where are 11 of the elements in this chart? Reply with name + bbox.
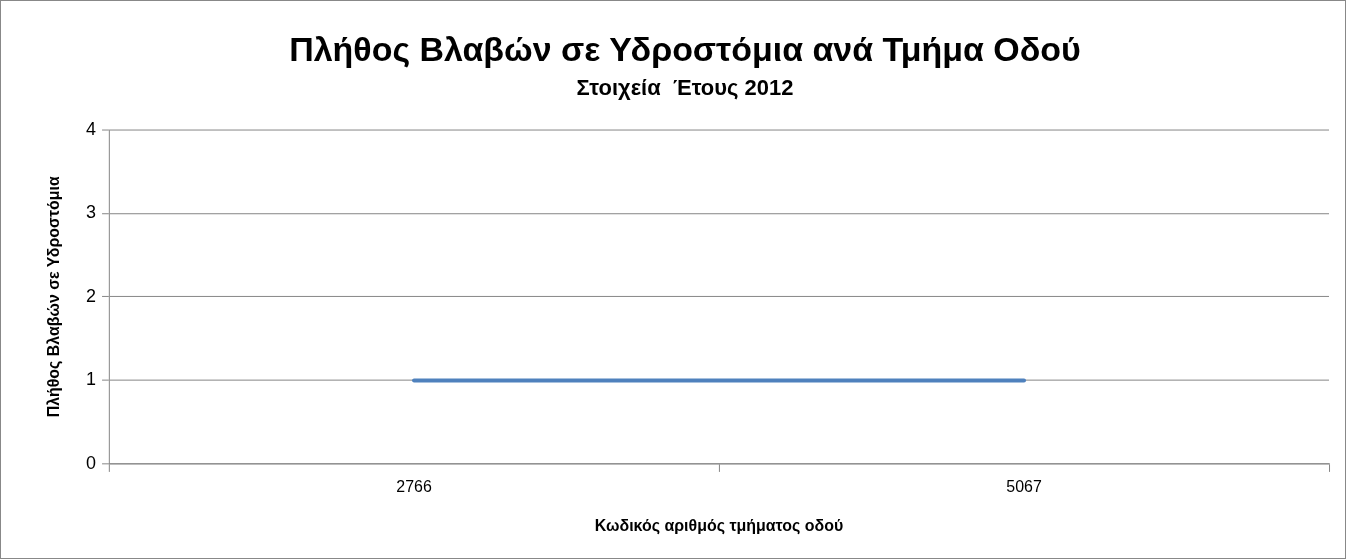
y-axis-title: Πλήθος Βλαβών σε Υδροστόμια bbox=[44, 176, 63, 418]
x-tick-label: 2766 bbox=[396, 477, 432, 495]
y-tick-label: 0 bbox=[86, 452, 97, 473]
y-tick-label: 4 bbox=[86, 118, 97, 139]
y-tick-label: 1 bbox=[86, 369, 97, 390]
chart-subtitle: Στοιχεία Έτους 2012 bbox=[576, 74, 794, 100]
y-tick-label: 2 bbox=[86, 285, 97, 306]
x-axis-title: Κωδικός αριθμός τμήματος οδού bbox=[594, 516, 844, 535]
x-tick-label: 5067 bbox=[1006, 477, 1042, 495]
y-tick-label: 3 bbox=[86, 202, 97, 223]
chart-title: Πλήθος Βλαβών σε Υδροστόμια ανά Τμήμα Οδού bbox=[289, 29, 1081, 68]
